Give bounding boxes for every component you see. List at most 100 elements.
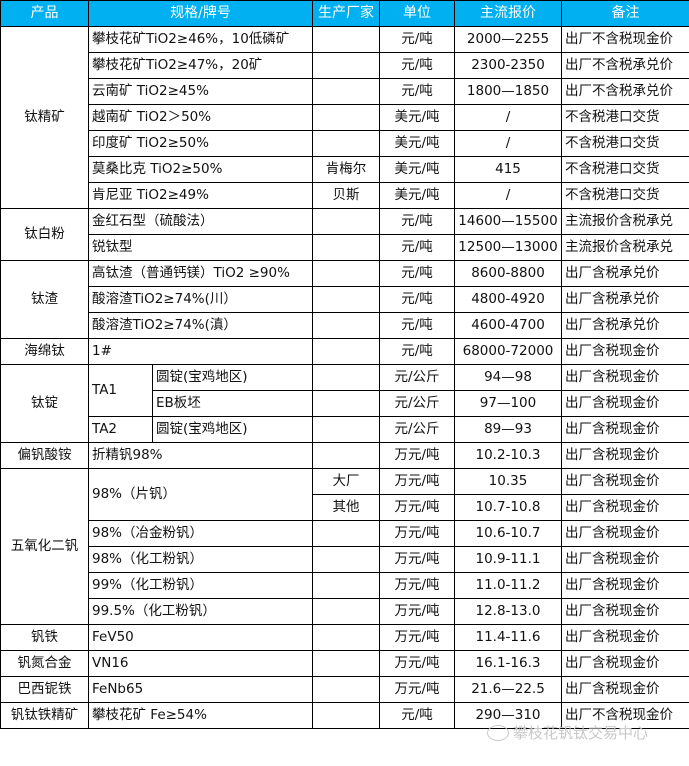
spec-cell: 锐钛型 (88, 234, 313, 261)
spec-cell: 攀枝花矿 Fe≥54% (88, 702, 313, 729)
price-cell: 21.6—22.5 (454, 676, 562, 703)
header-product: 产品 (0, 0, 89, 27)
maker-cell (312, 546, 380, 573)
note-cell: 不含税港口交货 (561, 156, 689, 183)
note-cell: 出厂含税现金价 (561, 416, 689, 443)
note-cell: 出厂含税现金价 (561, 598, 689, 625)
table-row: 海绵钛 1# 元/吨 68000-72000 出厂含税现金价 (0, 338, 689, 365)
spec-cell: 酸溶渣TiO2≥74%(滇） (88, 312, 313, 339)
table-row: 99%（化工粉钒） 万元/吨 11.0-11.2 出厂含税现金价 (1, 572, 689, 599)
spec-cell: 98%（冶金粉钒） (88, 520, 313, 547)
price-cell: 2000—2255 (454, 26, 562, 53)
maker-cell (312, 260, 380, 287)
table-row: 越南矿 TiO2＞50% 美元/吨 / 不含税港口交货 (1, 104, 689, 131)
maker-cell (312, 338, 380, 365)
unit-cell: 万元/吨 (379, 520, 455, 547)
price-cell: 94—98 (454, 364, 562, 391)
spec-cell: 云南矿 TiO2≥45% (88, 78, 313, 105)
table-row: 偏钒酸铵 折精钒98% 万元/吨 10.2-10.3 出厂含税现金价 (0, 442, 689, 469)
table-row: 酸溶渣TiO2≥74%(川） 元/吨 4800-4920 出厂含税承兑价 (1, 286, 689, 313)
header-row: 产品 规格/牌号 生产厂家 单位 主流报价 备注 (0, 0, 689, 27)
maker-cell (312, 598, 380, 625)
note-cell: 主流报价含税承兑 (561, 208, 689, 235)
spec-cell: 攀枝花矿TiO2≥47%，20矿 (88, 52, 313, 79)
note-cell: 主流报价含税承兑 (561, 234, 689, 261)
note-cell: 出厂不含税现金价 (561, 702, 689, 729)
table-row: 钒钛铁精矿 攀枝花矿 Fe≥54% 元/吨 290—310 出厂不含税现金价 (0, 702, 689, 729)
maker-cell (312, 416, 380, 443)
price-cell: 10.9-11.1 (454, 546, 562, 573)
unit-cell: 美元/吨 (379, 104, 455, 131)
note-cell: 出厂含税现金价 (561, 468, 689, 495)
table-row: 98%（冶金粉钒） 万元/吨 10.6-10.7 出厂含税现金价 (1, 520, 689, 547)
maker-cell (312, 442, 380, 469)
grade-cell: TA2 (88, 416, 153, 443)
unit-cell: 元/吨 (379, 26, 455, 53)
maker-cell: 贝斯 (312, 182, 380, 209)
price-cell: 2300-2350 (454, 52, 562, 79)
table-row: 莫桑比克 TiO2≥50% 肯梅尔 美元/吨 415 不含税港口交货 (1, 156, 689, 183)
price-cell: 11.4-11.6 (454, 624, 562, 651)
spec-cell: 99.5%（化工粉钒） (88, 598, 313, 625)
watermark-text: 攀枝花钒钛交易中心 (513, 724, 649, 742)
unit-cell: 万元/吨 (379, 494, 455, 521)
unit-cell: 元/吨 (379, 338, 455, 365)
price-cell: 1800—1850 (454, 78, 562, 105)
spec-cell: 折精钒98% (88, 442, 313, 469)
note-cell: 出厂含税现金价 (561, 442, 689, 469)
grade-cell: TA1 (88, 364, 153, 417)
unit-cell: 元/公斤 (379, 416, 455, 443)
maker-cell (312, 572, 380, 599)
maker-cell (312, 624, 380, 651)
maker-cell (312, 364, 380, 391)
note-cell: 不含税港口交货 (561, 182, 689, 209)
maker-cell (312, 52, 380, 79)
unit-cell: 美元/吨 (379, 130, 455, 157)
spec-cell: 98%（片钒） (88, 468, 313, 521)
price-cell: 14600—15500 (454, 208, 562, 235)
unit-cell: 元/吨 (379, 702, 455, 729)
maker-cell: 其他 (312, 494, 380, 521)
note-cell: 出厂含税现金价 (561, 364, 689, 391)
table-row: 其他 万元/吨 10.7-10.8 出厂含税现金价 (1, 494, 689, 521)
price-cell: 68000-72000 (454, 338, 562, 365)
table-row: 印度矿 TiO2≥50% 美元/吨 / 不含税港口交货 (1, 130, 689, 157)
table-row: 酸溶渣TiO2≥74%(滇） 元/吨 4600-4700 出厂含税承兑价 (1, 312, 689, 339)
product-cell: 钛精矿 (0, 26, 89, 209)
product-cell: 钛白粉 (0, 208, 89, 261)
maker-cell: 大厂 (312, 468, 380, 495)
product-cell: 钛渣 (0, 260, 89, 339)
maker-cell (312, 104, 380, 131)
price-cell: 4800-4920 (454, 286, 562, 313)
note-cell: 出厂含税现金价 (561, 546, 689, 573)
table-row: 钛白粉 金红石型（硫酸法） 元/吨 14600—15500 主流报价含税承兑 (0, 208, 689, 261)
unit-cell: 万元/吨 (379, 468, 455, 495)
table-row: 钒铁 FeV50 万元/吨 11.4-11.6 出厂含税现金价 (0, 624, 689, 651)
spec-cell: 圆锭(宝鸡地区) (152, 364, 313, 391)
product-cell: 钒钛铁精矿 (0, 702, 89, 729)
maker-cell: 肯梅尔 (312, 156, 380, 183)
note-cell: 出厂不含税承兑价 (561, 78, 689, 105)
header-spec: 规格/牌号 (88, 0, 313, 27)
spec-cell: FeV50 (88, 624, 313, 651)
note-cell: 出厂不含税现金价 (561, 26, 689, 53)
unit-cell: 美元/吨 (379, 182, 455, 209)
unit-cell: 万元/吨 (379, 572, 455, 599)
header-price: 主流报价 (454, 0, 562, 27)
product-cell: 五氧化二钒 (0, 468, 89, 625)
price-cell: 10.6-10.7 (454, 520, 562, 547)
maker-cell (312, 130, 380, 157)
spec-cell: EB板坯 (152, 390, 313, 417)
unit-cell: 元/吨 (379, 286, 455, 313)
price-cell: 97—100 (454, 390, 562, 417)
note-cell: 出厂含税现金价 (561, 572, 689, 599)
maker-cell (312, 702, 380, 729)
table-body: 钛精矿 攀枝花矿TiO2≥46%，10低磷矿 元/吨 2000—2255 出厂不含税现金… (0, 26, 689, 729)
table-row: 钛渣 高钛渣（普通钙镁）TiO2 ≥90% 元/吨 8600-8800 出厂含税承兑价 (0, 260, 689, 339)
unit-cell: 元/吨 (379, 260, 455, 287)
unit-cell: 元/公斤 (379, 364, 455, 391)
price-cell: 10.2-10.3 (454, 442, 562, 469)
price-cell: 10.35 (454, 468, 562, 495)
spec-cell: FeNb65 (88, 676, 313, 703)
spec-cell: 肯尼亚 TiO2≥49% (88, 182, 313, 209)
